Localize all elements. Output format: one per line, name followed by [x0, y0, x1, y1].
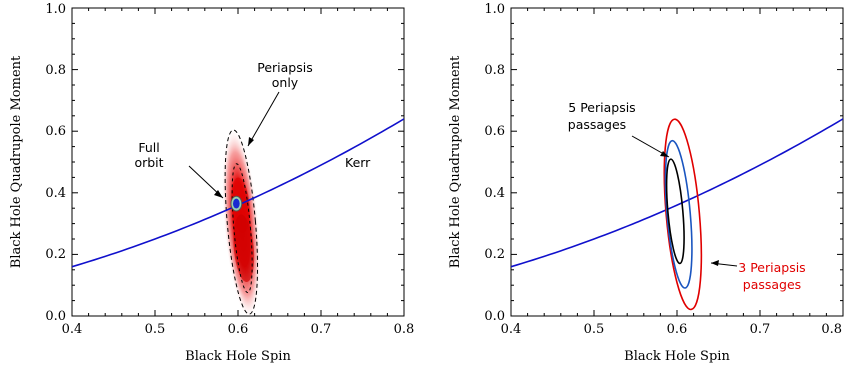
red-core-lower — [233, 214, 255, 283]
y-tick-label: 0.0 — [45, 309, 66, 324]
y-tick-label: 0.4 — [484, 186, 505, 201]
y-tick-label: 0.2 — [45, 247, 66, 262]
y-tick-label: 0.6 — [45, 124, 66, 139]
periapsis-only-contour-outer — [224, 129, 259, 315]
arrowhead-3-passages — [711, 260, 719, 266]
full-orbit-inner — [233, 198, 240, 209]
annotation-5-passages: passages — [568, 117, 626, 132]
x-tick-label: 0.4 — [501, 322, 522, 337]
arrowhead-5-passages — [660, 151, 669, 157]
annotation-periapsis: Periapsis — [257, 60, 313, 75]
y-tick-label: 0.8 — [45, 63, 66, 78]
y-axis-title: Black Hole Quadrupole Moment — [448, 55, 463, 268]
annotation-arrow-periapsis-only — [247, 91, 280, 147]
contour-3-periapsis-passages — [663, 118, 703, 311]
x-axis-title: Black Hole Spin — [624, 349, 730, 364]
left-ticks — [71, 7, 405, 317]
y-tick-label: 0.0 — [484, 309, 505, 324]
annotation-kerr: Kerr — [345, 155, 371, 170]
x-tick-label: 0.5 — [584, 322, 605, 337]
periapsis-only-contour-inner — [231, 163, 253, 294]
annotation-full: Full — [138, 140, 159, 155]
contour-5-periapsis-passages — [665, 158, 685, 265]
y-tick-label: 1.0 — [484, 2, 505, 17]
y-tick-label: 0.2 — [484, 247, 505, 262]
right-panel: 0.4 0.5 0.6 0.7 0.8 0.0 0.2 0.4 0.6 0.8 … — [448, 2, 844, 364]
x-tick-label: 0.6 — [228, 322, 249, 337]
right-ticks — [510, 7, 844, 317]
left-panel: 0.4 0.5 0.6 0.7 0.8 0.0 0.2 0.4 0.6 0.8 … — [9, 2, 414, 364]
x-tick-label: 0.4 — [62, 322, 83, 337]
kerr-curve-right — [511, 118, 843, 268]
x-axis-title: Black Hole Spin — [185, 349, 291, 364]
x-tick-label: 0.7 — [311, 322, 332, 337]
annotation-3-passages: passages — [743, 277, 801, 292]
x-tick-label: 0.8 — [394, 322, 415, 337]
x-tick-label: 0.5 — [145, 322, 166, 337]
full-orbit-marker — [230, 195, 243, 212]
y-tick-label: 1.0 — [45, 2, 66, 17]
y-axis-title: Black Hole Quadrupole Moment — [9, 55, 24, 268]
x-tick-label: 0.6 — [667, 322, 688, 337]
y-tick-label: 0.8 — [484, 63, 505, 78]
shaded-probability-region — [222, 128, 261, 316]
annotation-5-periapsis: 5 Periapsis — [568, 100, 635, 115]
y-tick-label: 0.4 — [45, 186, 66, 201]
x-tick-label: 0.8 — [821, 322, 842, 337]
x-tick-label: 0.7 — [750, 322, 771, 337]
arrowhead-periapsis-only — [248, 137, 254, 146]
annotation-only: only — [272, 75, 299, 90]
y-tick-label: 0.6 — [484, 124, 505, 139]
annotation-3-periapsis: 3 Periapsis — [738, 260, 805, 275]
arrowhead-full-orbit — [214, 190, 223, 198]
contour-intermediate — [664, 139, 693, 289]
annotation-orbit: orbit — [134, 155, 163, 170]
